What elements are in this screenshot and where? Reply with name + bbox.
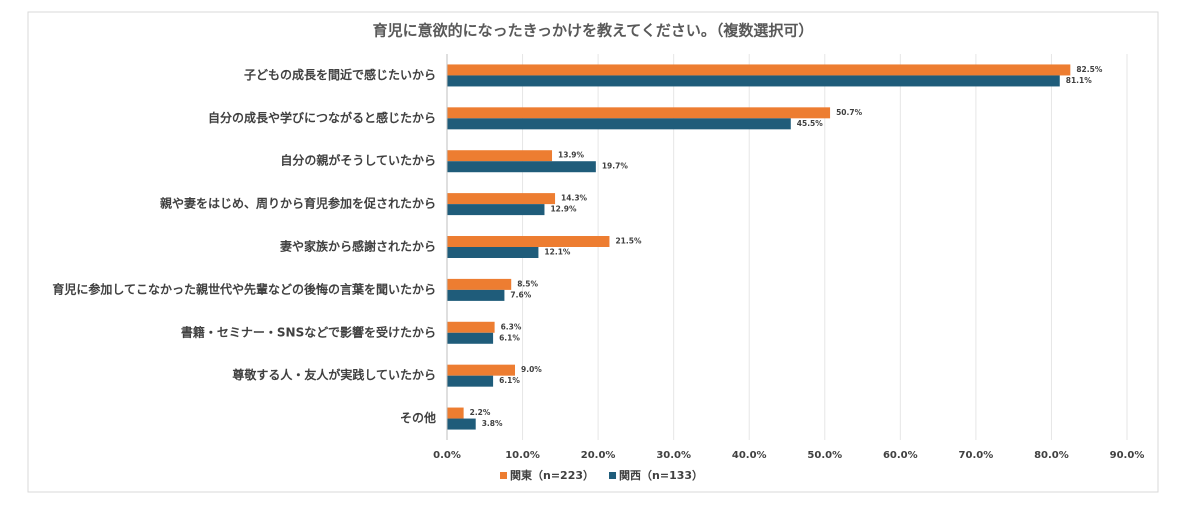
value-label: 81.1% <box>1066 76 1093 85</box>
bar <box>447 247 539 258</box>
legend-swatch <box>500 472 507 479</box>
bar <box>447 161 596 173</box>
bar <box>447 75 1060 87</box>
chart-title: 育児に意欲的になったきっかけを教えてください。（複数選択可） <box>373 22 814 40</box>
x-tick-label: 70.0% <box>959 450 994 461</box>
bar <box>447 278 512 290</box>
x-tick-label: 50.0% <box>807 450 842 461</box>
value-label: 9.0% <box>521 365 542 374</box>
category-label: 自分の成長や学びにつながると感じたから <box>208 110 436 125</box>
value-label: 3.8% <box>482 419 503 428</box>
x-tick-label: 20.0% <box>581 450 616 461</box>
category-label: 妻や家族から感謝されたから <box>280 239 436 254</box>
value-label: 13.9% <box>558 151 585 160</box>
value-label: 6.3% <box>501 322 522 331</box>
bar <box>447 107 831 119</box>
value-label: 50.7% <box>836 108 863 117</box>
category-label: その他 <box>400 410 436 425</box>
category-label: 育児に参加してこなかった親世代や先輩などの後悔の言葉を聞いたから <box>52 281 436 296</box>
category-label: 親や妻をはじめ、周りから育児参加を促されたから <box>160 196 436 211</box>
value-label: 21.5% <box>615 237 642 246</box>
bar <box>447 193 556 205</box>
x-tick-label: 80.0% <box>1034 450 1069 461</box>
bar <box>447 236 610 247</box>
bar <box>447 407 464 419</box>
x-tick-label: 30.0% <box>656 450 691 461</box>
x-tick-label: 0.0% <box>433 450 461 461</box>
category-label: 尊敬する人・友人が実践していたから <box>232 367 436 382</box>
bar <box>447 204 545 216</box>
bar <box>447 118 791 130</box>
value-label: 12.9% <box>550 205 577 214</box>
value-label: 6.1% <box>499 333 520 342</box>
value-label: 12.1% <box>544 248 571 257</box>
value-label: 6.1% <box>499 376 520 385</box>
value-label: 19.7% <box>602 162 629 171</box>
x-tick-label: 10.0% <box>505 450 540 461</box>
x-tick-label: 40.0% <box>732 450 767 461</box>
legend-label: 関西（n=133） <box>619 469 703 482</box>
bar <box>447 150 553 162</box>
value-label: 82.5% <box>1076 65 1103 74</box>
bar <box>447 364 515 376</box>
x-tick-label: 60.0% <box>883 450 918 461</box>
value-label: 45.5% <box>797 119 824 128</box>
bar <box>447 289 505 301</box>
x-tick-label: 90.0% <box>1110 450 1145 461</box>
value-label: 7.6% <box>510 290 531 299</box>
chart-frame <box>27 11 1159 493</box>
value-label: 2.2% <box>470 408 491 417</box>
bar <box>447 418 476 430</box>
category-label: 書籍・セミナー・SNSなどで影響を受けたから <box>181 324 436 339</box>
value-label: 8.5% <box>517 279 538 288</box>
category-label: 子どもの成長を間近で感じたいから <box>244 67 436 82</box>
bar <box>447 64 1071 76</box>
bar <box>447 375 494 387</box>
legend-label: 関東（n=223） <box>510 468 594 482</box>
category-label: 自分の親がそうしていたから <box>280 153 436 168</box>
value-label: 14.3% <box>561 194 588 203</box>
bar <box>447 332 494 344</box>
bar <box>447 321 495 333</box>
legend-swatch <box>609 472 617 479</box>
